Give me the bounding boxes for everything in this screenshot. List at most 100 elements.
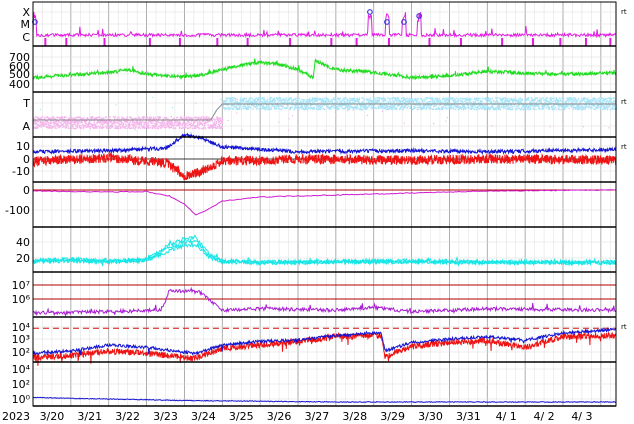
- away-point: [80, 124, 82, 127]
- toward-point: [533, 104, 536, 106]
- toward-point: [606, 108, 609, 111]
- toward-point: [495, 107, 497, 109]
- toward-point: [255, 108, 258, 110]
- away-point: [155, 124, 158, 127]
- toward-point: [593, 99, 596, 101]
- away-point: [184, 126, 187, 129]
- away-point: [43, 121, 45, 124]
- y-tick-label: X: [22, 6, 30, 19]
- away-point: [72, 125, 74, 128]
- toward-point: [376, 99, 378, 101]
- toward-point: [446, 101, 449, 104]
- toward-point: [299, 102, 301, 104]
- away-point: [55, 127, 57, 130]
- away-point: [177, 124, 179, 127]
- toward-point: [391, 106, 393, 109]
- toward-point: [443, 98, 445, 101]
- away-point: [99, 116, 101, 119]
- away-point: [180, 127, 183, 129]
- toward-point: [280, 108, 282, 111]
- toward-point: [330, 107, 332, 109]
- away-point: [52, 126, 54, 129]
- toward-point: [433, 103, 436, 106]
- toward-point: [298, 106, 301, 109]
- away-point: [89, 122, 91, 124]
- away-point: [140, 121, 143, 124]
- away-point: [60, 122, 62, 125]
- away-point: [118, 124, 121, 126]
- away-point: [54, 122, 57, 125]
- away-point: [76, 126, 79, 128]
- away-point: [36, 123, 38, 125]
- toward-point: [459, 100, 461, 102]
- toward-point: [303, 108, 305, 110]
- toward-point: [397, 105, 399, 107]
- away-point: [80, 118, 82, 120]
- date-tick-label: 4/ 1: [496, 410, 517, 423]
- toward-point: [411, 98, 414, 100]
- away-point: [137, 116, 140, 118]
- toward-point: [390, 105, 392, 107]
- toward-point: [237, 104, 239, 106]
- toward-point: [258, 108, 260, 110]
- away-point: [45, 123, 48, 126]
- toward-point: [566, 97, 568, 99]
- toward-point: [274, 103, 277, 106]
- toward-point: [341, 106, 343, 108]
- away-point: [131, 121, 134, 123]
- toward-point: [598, 97, 600, 99]
- date-tick-label: 3/30: [418, 410, 443, 423]
- toward-point: [298, 98, 301, 100]
- y-tick-label: 20: [16, 252, 30, 265]
- toward-point: [509, 107, 511, 109]
- toward-point: [333, 97, 335, 99]
- toward-point: [236, 105, 238, 107]
- toward-point: [456, 102, 459, 105]
- toward-point: [445, 108, 448, 110]
- toward-point: [580, 106, 582, 108]
- away-point: [65, 123, 67, 125]
- toward-point: [388, 98, 391, 100]
- toward-point: [347, 108, 349, 111]
- toward-point: [403, 99, 406, 101]
- toward-point: [329, 102, 331, 105]
- toward-point: [381, 105, 383, 107]
- toward-point: [337, 105, 339, 107]
- toward-point: [528, 108, 530, 110]
- toward-point: [231, 101, 233, 103]
- toward-point: [531, 104, 533, 106]
- toward-point: [290, 97, 292, 99]
- toward-point: [573, 100, 575, 102]
- date-tick-label: 4/ 2: [533, 410, 554, 423]
- toward-point: [502, 97, 504, 100]
- toward-point: [349, 107, 351, 109]
- toward-point: [377, 106, 380, 108]
- toward-point: [361, 101, 363, 104]
- toward-point: [302, 101, 305, 103]
- toward-point: [603, 107, 605, 110]
- toward-point: [548, 107, 551, 109]
- away-point: [126, 116, 128, 118]
- away-point: [201, 124, 204, 126]
- toward-point: [477, 106, 479, 109]
- toward-point: [308, 99, 311, 101]
- toward-point: [263, 98, 265, 100]
- toward-point: [323, 102, 325, 104]
- away-point: [50, 124, 52, 127]
- toward-point: [563, 107, 566, 110]
- toward-point: [375, 99, 377, 102]
- toward-point: [266, 98, 269, 101]
- toward-point: [458, 102, 460, 105]
- away-point: [62, 122, 65, 125]
- away-point: [84, 122, 87, 124]
- toward-point: [245, 98, 248, 100]
- away-point: [107, 120, 110, 122]
- toward-point: [259, 105, 262, 107]
- toward-point: [395, 107, 397, 109]
- toward-point: [362, 101, 364, 103]
- bz-line: [32, 152, 617, 181]
- toward-point: [291, 104, 293, 106]
- away-point: [114, 126, 117, 129]
- toward-point: [552, 100, 554, 103]
- toward-point: [425, 98, 427, 101]
